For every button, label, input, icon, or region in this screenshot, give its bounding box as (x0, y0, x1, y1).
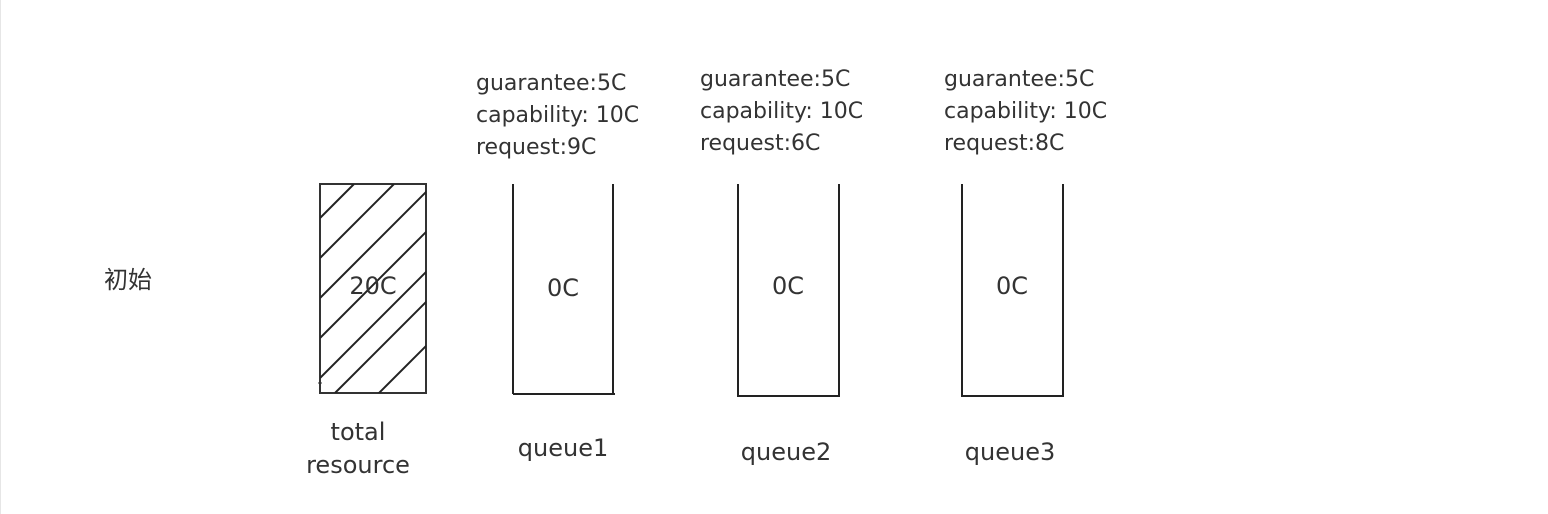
queue1-request: request:9C (476, 135, 597, 160)
queue2-allocated: 0C (771, 272, 805, 300)
queue2-guarantee: guarantee:5C (700, 67, 851, 92)
queue2-caption: queue2 (740, 438, 832, 466)
stage-label: 初始 (104, 266, 152, 294)
queue1-allocated: 0C (546, 274, 580, 302)
total-resource-value: 20C (349, 272, 397, 300)
total-caption-line2: resource (306, 451, 410, 479)
queue3-guarantee: guarantee:5C (944, 67, 1095, 92)
queue2-info: guarantee:5C capability: 10C request:6C (700, 64, 863, 160)
queue3-caption: queue3 (964, 438, 1056, 466)
hatch-pattern (320, 184, 426, 393)
queue2-request: request:6C (700, 131, 821, 156)
total-resource-box (318, 183, 427, 394)
queue3-capability: capability: 10C (944, 99, 1108, 124)
queue1-info: guarantee:5C capability: 10C request:9C (476, 68, 639, 164)
queue1-container (512, 184, 615, 395)
queue1-caption: queue1 (517, 434, 609, 462)
queue3-info: guarantee:5C capability: 10C request:8C (944, 64, 1107, 160)
queue2-container (737, 184, 840, 397)
queue1-capability: capability: 10C (476, 103, 640, 128)
queue3-allocated: 0C (995, 272, 1029, 300)
queue3-container (961, 184, 1064, 397)
queue1-guarantee: guarantee:5C (476, 71, 627, 96)
canvas-left-border (0, 0, 1, 514)
total-caption-line1: total (330, 418, 386, 446)
total-resource-caption: total resource (298, 416, 418, 482)
queue3-request: request:8C (944, 131, 1065, 156)
queue2-capability: capability: 10C (700, 99, 864, 124)
